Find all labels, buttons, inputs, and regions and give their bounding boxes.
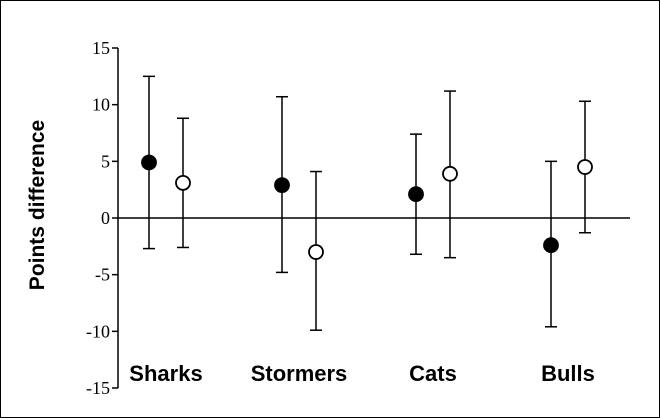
data-point-open [577,159,593,175]
y-tick-label: 15 [92,38,110,58]
series-2 [175,90,593,331]
category-label: Stormers [251,361,348,386]
y-tick-label: 10 [92,95,110,115]
y-tick-label: -10 [86,321,110,341]
series-layer [141,75,593,331]
category-labels: Sharks Stormers Cats Bulls [129,361,595,386]
y-axis-title: Points difference [26,120,49,290]
y-axis: 15 10 5 0 -5 -10 -15 [86,38,119,398]
data-point-filled [141,154,157,171]
data-point-open [308,244,324,260]
category-label: Bulls [541,361,595,386]
y-tick-label: 5 [101,151,110,171]
y-tick-label: -15 [86,378,110,398]
category-label: Sharks [129,361,202,386]
data-point-open [442,165,458,182]
data-point-filled [274,177,290,194]
category-label: Cats [409,361,457,386]
data-point-filled [543,237,559,254]
data-point-filled [408,186,424,203]
series-1 [141,75,559,328]
data-point-open [175,174,191,191]
y-tick-label: -5 [95,265,110,285]
y-tick-label: 0 [101,208,110,228]
